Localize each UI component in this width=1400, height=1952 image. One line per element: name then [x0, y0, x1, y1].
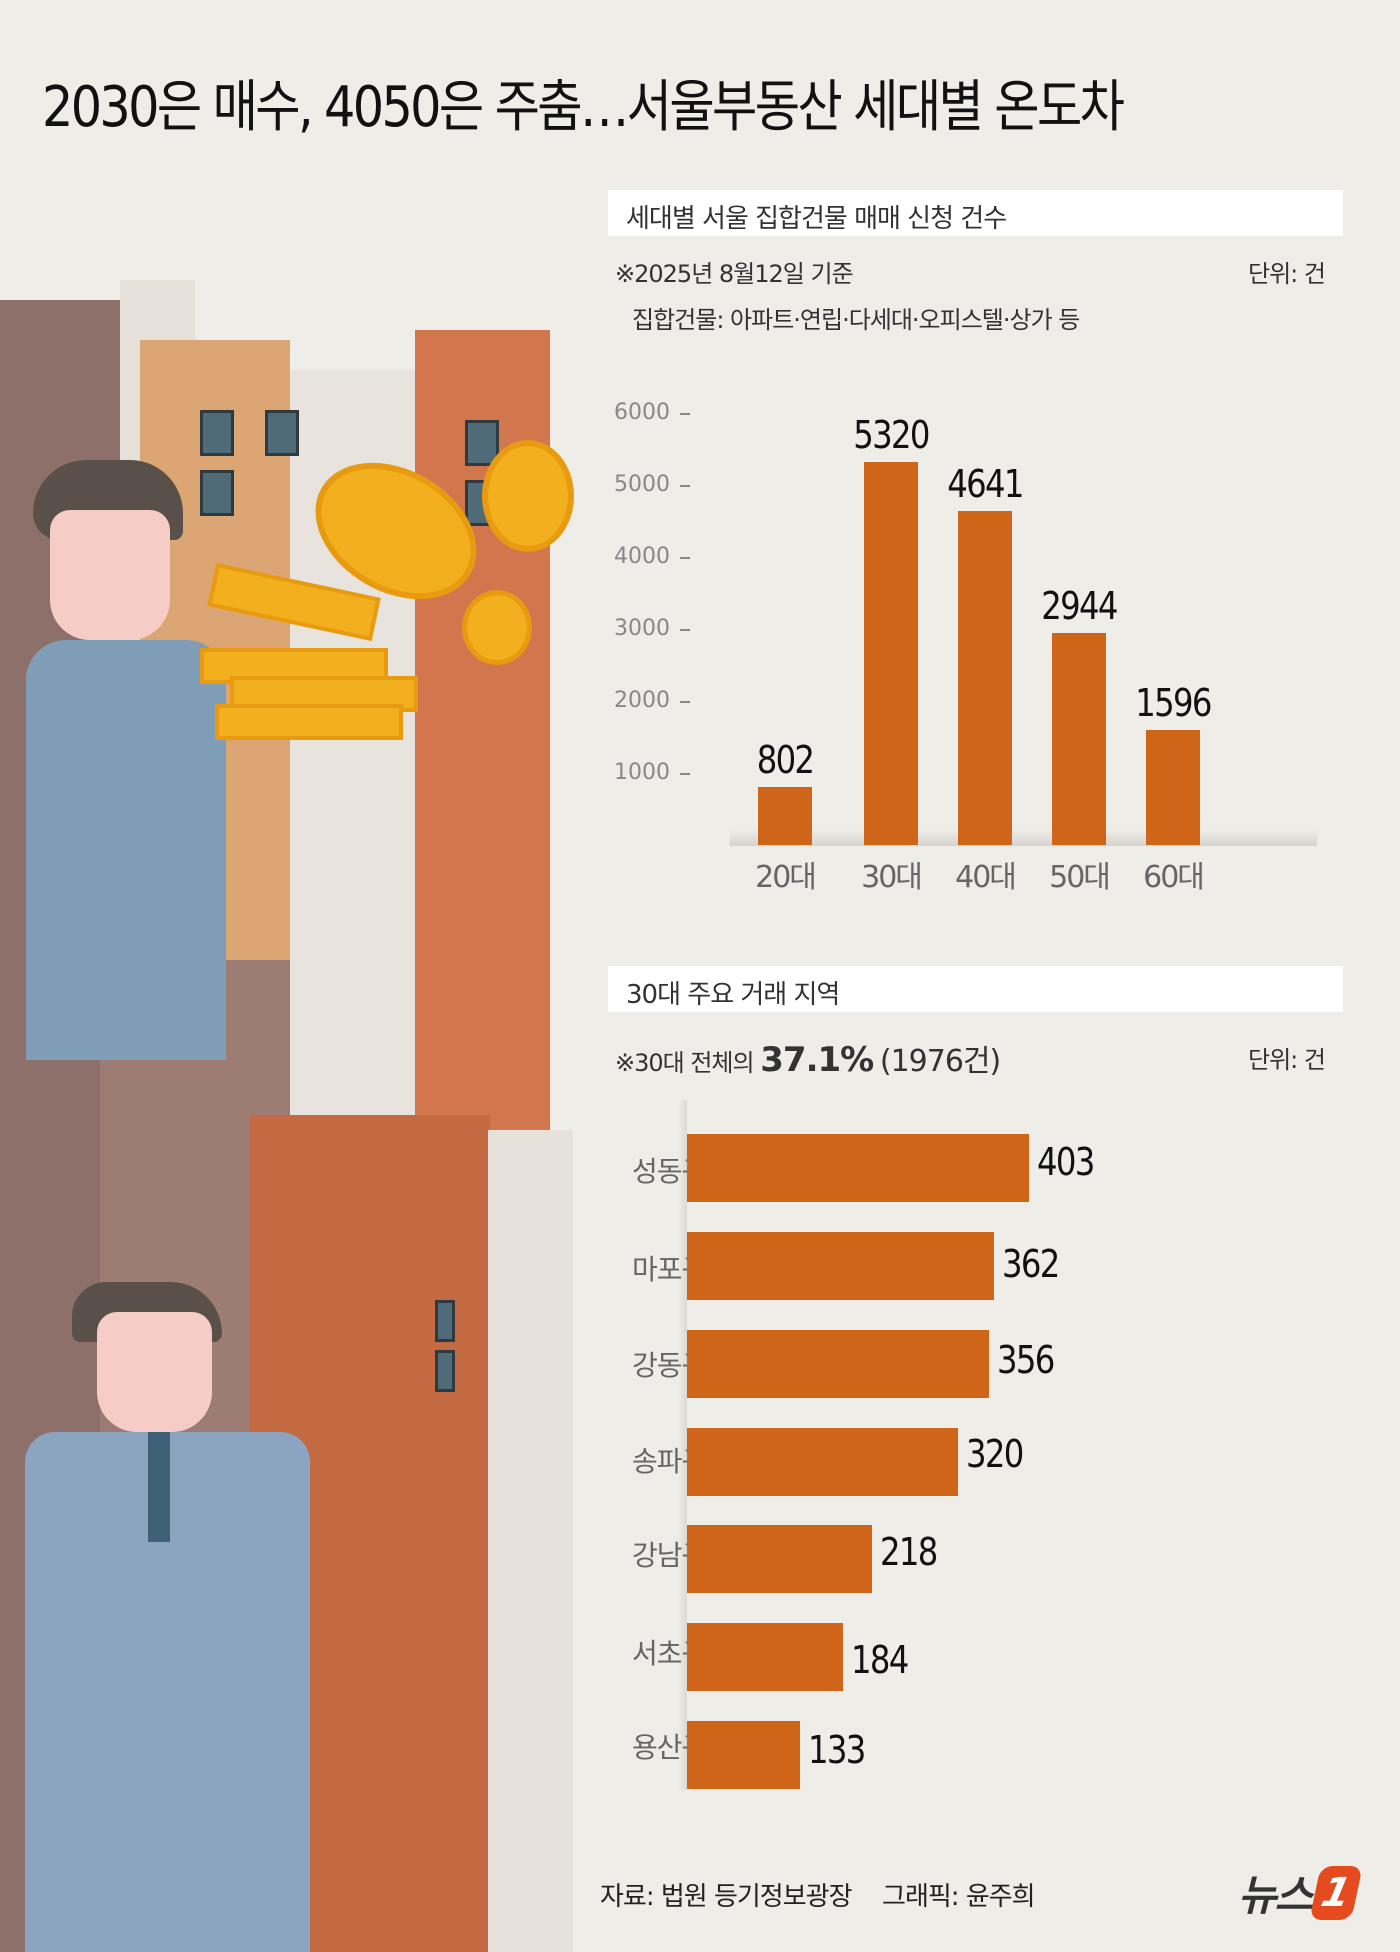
illustration-buildings-and-people [0, 270, 590, 1952]
chart2-note-percent: 37.1% [760, 1040, 874, 1080]
bar-value-40s: 4641 [947, 462, 1024, 506]
hbar-value-yongsan: 133 [808, 1728, 866, 1772]
hbar-value-seocho: 184 [851, 1638, 909, 1682]
bar-50s [1052, 633, 1106, 845]
graphic-credit: 그래픽: 윤주희 [882, 1882, 1036, 1912]
coin-icon [462, 590, 532, 665]
bar-value-30s: 5320 [853, 413, 930, 457]
bar-value-60s: 1596 [1135, 681, 1212, 725]
chart1-note-definition: 집합건물: 아파트·연립·다세대·오피스텔·상가 등 [632, 306, 1080, 334]
x-label-60s: 60대 [1143, 860, 1205, 895]
coin-icon [482, 440, 574, 552]
x-label-40s: 40대 [955, 860, 1017, 895]
young-man-body [26, 640, 226, 1060]
x-label-20s: 20대 [755, 860, 817, 895]
y-tick-6000: 6000 [614, 400, 670, 425]
hbar-value-mapo: 362 [1002, 1242, 1060, 1286]
face [97, 1312, 212, 1432]
chart2-note-count: (1976건) [879, 1044, 1001, 1079]
news1-logo: 뉴스 1 [1238, 1862, 1364, 1923]
young-man-figure [28, 460, 228, 640]
x-label-50s: 50대 [1049, 860, 1111, 895]
chart1-note-date: ※2025년 8월12일 기준 [615, 260, 854, 288]
source-credit: 자료: 법원 등기정보광장 [600, 1882, 852, 1912]
y-axis-shadow [678, 1100, 687, 1790]
tie [148, 1432, 170, 1542]
chart1-header: 세대별 서울 집합건물 매매 신청 건수 [608, 190, 1343, 236]
footer-credits: 자료: 법원 등기정보광장 그래픽: 윤주희 [600, 1876, 1036, 1913]
y-tick-mark [680, 701, 690, 703]
bar-20s [758, 787, 812, 845]
y-tick-4000: 4000 [614, 544, 670, 569]
window [200, 410, 234, 456]
building-white-front [488, 1130, 573, 1952]
window [435, 1300, 455, 1342]
hbar-mapo [687, 1232, 994, 1300]
window [200, 470, 234, 516]
bar-value-50s: 2944 [1041, 584, 1118, 628]
hbar-gangdong [687, 1330, 989, 1398]
x-label-30s: 30대 [861, 860, 923, 895]
y-tick-2000: 2000 [614, 688, 670, 713]
hbar-songpa [687, 1428, 958, 1496]
hbar-value-gangnam: 218 [880, 1530, 938, 1574]
hbar-value-gangdong: 356 [997, 1338, 1055, 1382]
face [50, 510, 170, 640]
hbar-yongsan [687, 1721, 800, 1789]
chart2-header: 30대 주요 거래 지역 [608, 966, 1343, 1012]
y-tick-mark [680, 413, 690, 415]
hbar-seocho [687, 1623, 843, 1691]
y-tick-1000: 1000 [614, 760, 670, 785]
bar-60s [1146, 730, 1200, 845]
bar-value-20s: 802 [756, 738, 815, 782]
y-tick-mark [680, 773, 690, 775]
chart1-title: 세대별 서울 집합건물 매매 신청 건수 [626, 204, 1007, 234]
coin-stack-icon [215, 704, 403, 740]
y-tick-mark [680, 557, 690, 559]
window [435, 1350, 455, 1392]
bar-40s [958, 511, 1012, 845]
chart2-unit: 단위: 건 [1248, 1046, 1326, 1074]
y-tick-mark [680, 629, 690, 631]
y-tick-mark [680, 485, 690, 487]
logo-text: 뉴스 [1238, 1871, 1313, 1920]
bar-30s [864, 462, 918, 845]
logo-mark-icon: 1 [1309, 1865, 1364, 1920]
chart2-title: 30대 주요 거래 지역 [626, 980, 840, 1010]
hbar-seongdong [687, 1134, 1029, 1202]
chart2-note: ※30대 전체의 37.1% (1976건) [615, 1036, 1001, 1080]
older-man-figure [72, 1282, 232, 1432]
hbar-gangnam [687, 1525, 872, 1593]
y-tick-3000: 3000 [614, 616, 670, 641]
x-axis-baseline [730, 830, 1317, 846]
chart1-unit: 단위: 건 [1248, 260, 1326, 288]
page-title: 2030은 매수, 4050은 주춤…서울부동산 세대별 온도차 [42, 75, 1125, 140]
window [265, 410, 299, 456]
hbar-value-songpa: 320 [966, 1432, 1024, 1476]
hbar-value-seongdong: 403 [1037, 1140, 1095, 1184]
y-tick-5000: 5000 [614, 472, 670, 497]
chart2-note-prefix: ※30대 전체의 [615, 1049, 755, 1077]
